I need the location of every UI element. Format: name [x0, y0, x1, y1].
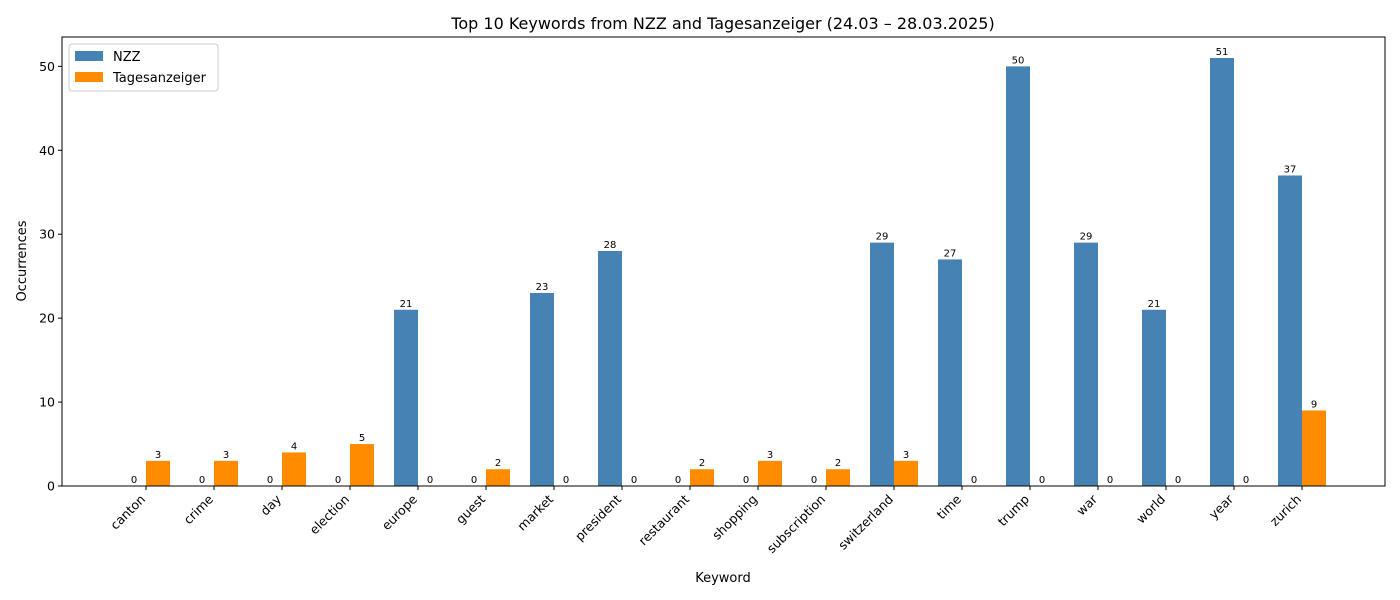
bar-tagesanzeiger-subscription [826, 469, 850, 486]
value-label-nzz-restaurant: 0 [675, 475, 681, 486]
bar-tagesanzeiger-crime [214, 460, 238, 486]
value-label-tagesanzeiger-canton: 3 [155, 450, 161, 461]
value-label-nzz-market: 23 [536, 282, 549, 293]
bar-tagesanzeiger-canton [146, 460, 170, 486]
x-tick-label-guest: guest [453, 491, 488, 526]
value-label-tagesanzeiger-market: 0 [563, 475, 569, 486]
value-label-nzz-europe: 21 [400, 299, 413, 310]
bar-nzz-war [1074, 242, 1098, 486]
x-tick-label-switzerland: switzerland [835, 492, 896, 553]
y-tick-label-20: 20 [39, 311, 55, 326]
legend-label-nzz: NZZ [113, 50, 141, 65]
bar-tagesanzeiger-guest [486, 469, 510, 486]
value-label-tagesanzeiger-year: 0 [1243, 475, 1249, 486]
x-axis-label: Keyword [695, 571, 751, 586]
legend-swatch-nzz [75, 51, 103, 61]
x-tick-label-day: day [257, 491, 284, 518]
value-label-nzz-time: 27 [944, 248, 957, 259]
plot-bars [146, 57, 1326, 487]
x-tick-label-year: year [1206, 491, 1237, 522]
value-label-tagesanzeiger-guest: 2 [495, 458, 501, 469]
bar-tagesanzeiger-zurich [1302, 410, 1326, 486]
x-tick-label-time: time [934, 491, 965, 522]
x-tick-label-election: election [306, 492, 352, 538]
value-label-tagesanzeiger-europe: 0 [427, 475, 433, 486]
bar-nzz-president [598, 251, 622, 486]
x-tick-label-restaurant: restaurant [635, 491, 692, 548]
y-tick-label-10: 10 [39, 395, 55, 410]
x-tick-label-president: president [572, 491, 624, 543]
value-label-nzz-zurich: 37 [1284, 164, 1297, 175]
value-label-tagesanzeiger-crime: 3 [223, 450, 229, 461]
bar-nzz-year [1210, 57, 1234, 486]
value-label-tagesanzeiger-restaurant: 2 [699, 458, 705, 469]
bar-tagesanzeiger-shopping [758, 460, 782, 486]
chart-title: Top 10 Keywords from NZZ and Tagesanzeig… [450, 14, 994, 33]
value-label-tagesanzeiger-election: 5 [359, 433, 365, 444]
value-label-nzz-world: 21 [1148, 299, 1161, 310]
x-tick-label-war: war [1073, 491, 1100, 518]
x-tick-label-europe: europe [379, 491, 421, 533]
bar-nzz-switzerland [870, 242, 894, 486]
value-label-tagesanzeiger-war: 0 [1107, 475, 1113, 486]
value-label-nzz-election: 0 [335, 475, 341, 486]
legend-box [68, 43, 219, 92]
x-tick-label-market: market [514, 491, 556, 533]
value-label-tagesanzeiger-subscription: 2 [835, 458, 841, 469]
value-label-tagesanzeiger-shopping: 3 [767, 450, 773, 461]
y-axis-label: Occurrences [15, 220, 30, 301]
bar-nzz-zurich [1278, 175, 1302, 487]
value-label-tagesanzeiger-president: 0 [631, 475, 637, 486]
x-tick-label-shopping: shopping [709, 492, 760, 543]
y-tick-label-50: 50 [39, 59, 55, 74]
legend-swatch-tagesanzeiger [75, 72, 103, 82]
bar-nzz-time [938, 259, 962, 486]
x-tick-label-canton: canton [107, 492, 148, 533]
value-label-tagesanzeiger-trump: 0 [1039, 475, 1045, 486]
x-axis: canton crime day election europe guest market p… [107, 486, 1304, 556]
bar-nzz-market [530, 292, 554, 486]
bar-tagesanzeiger-day [282, 452, 306, 486]
bar-nzz-europe [394, 309, 418, 486]
value-label-nzz-guest: 0 [471, 475, 477, 486]
legend: NZZ Tagesanzeiger [68, 43, 219, 92]
value-label-tagesanzeiger-switzerland: 3 [903, 450, 909, 461]
value-label-nzz-shopping: 0 [743, 475, 749, 486]
value-label-nzz-switzerland: 29 [876, 232, 889, 243]
y-axis: 0 10 20 30 40 50 [39, 59, 62, 494]
value-label-tagesanzeiger-zurich: 9 [1311, 399, 1317, 410]
y-tick-label-0: 0 [47, 479, 55, 494]
value-label-nzz-trump: 50 [1012, 55, 1025, 66]
y-tick-label-40: 40 [39, 143, 55, 158]
bar-tagesanzeiger-restaurant [690, 469, 714, 486]
value-label-tagesanzeiger-world: 0 [1175, 475, 1181, 486]
value-label-nzz-crime: 0 [199, 475, 205, 486]
value-label-nzz-president: 28 [604, 240, 617, 251]
value-label-nzz-canton: 0 [131, 475, 137, 486]
x-tick-label-trump: trump [995, 491, 1033, 529]
bar-nzz-trump [1006, 66, 1030, 486]
value-labels: 0 3 0 3 0 4 0 5 21 0 0 2 23 0 28 0 0 2 0 3 0 2 29 3 27 0 50 0 29 0 21 0… [131, 47, 1317, 486]
value-label-nzz-subscription: 0 [811, 475, 817, 486]
value-label-tagesanzeiger-time: 0 [971, 475, 977, 486]
value-label-nzz-year: 51 [1216, 47, 1229, 58]
value-label-tagesanzeiger-day: 4 [291, 441, 297, 452]
bar-tagesanzeiger-switzerland [894, 460, 918, 486]
x-tick-label-world: world [1133, 492, 1168, 527]
x-tick-label-crime: crime [181, 491, 217, 527]
y-tick-label-30: 30 [39, 227, 55, 242]
x-tick-label-zurich: zurich [1267, 492, 1304, 529]
legend-label-tagesanzeiger: Tagesanzeiger [112, 71, 207, 86]
bar-nzz-world [1142, 309, 1166, 486]
bar-tagesanzeiger-election [350, 444, 374, 486]
x-tick-label-subscription: subscription [764, 492, 829, 557]
plot-frame [61, 36, 1386, 487]
value-label-nzz-day: 0 [267, 475, 273, 486]
value-label-nzz-war: 29 [1080, 232, 1093, 243]
